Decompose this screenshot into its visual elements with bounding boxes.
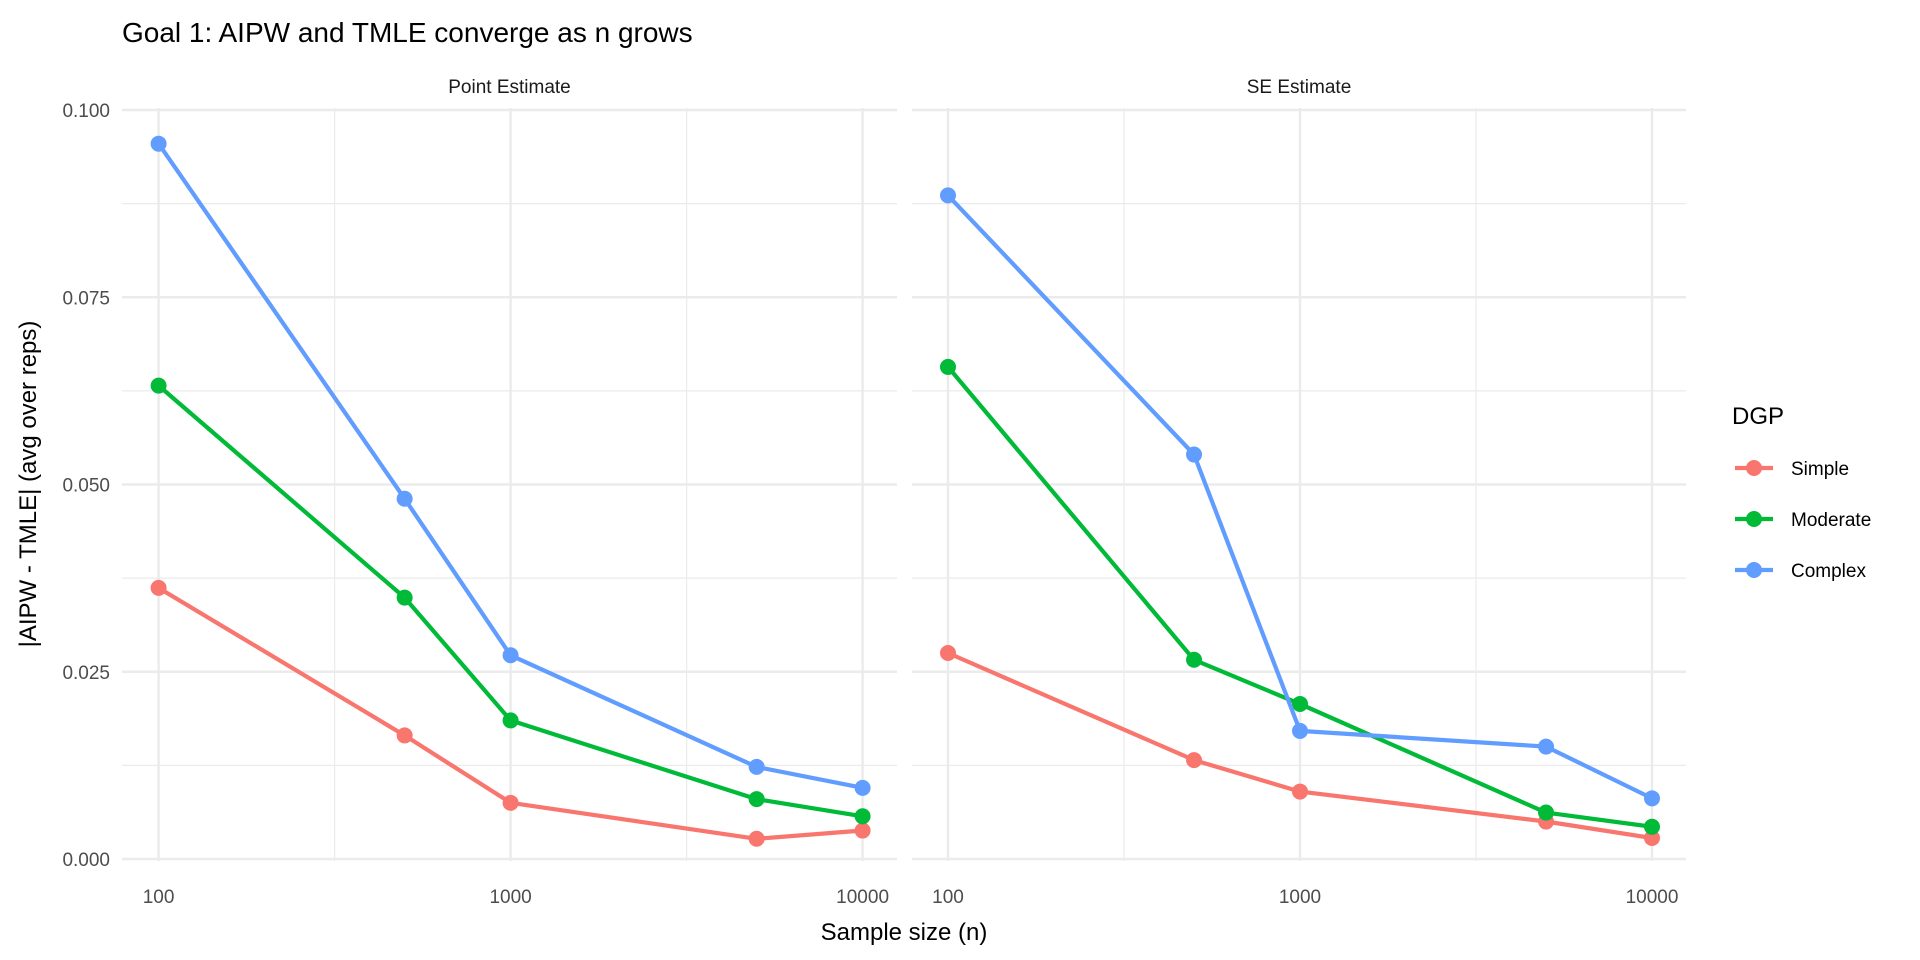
data-point-moderate — [502, 712, 519, 729]
data-point-complex — [396, 490, 413, 507]
data-point-complex — [150, 135, 167, 152]
data-point-moderate — [1292, 695, 1308, 712]
data-point-moderate — [748, 791, 765, 808]
facet-strip-label: SE Estimate — [1247, 77, 1352, 98]
data-point-moderate — [854, 808, 871, 825]
facet-panel-0: 0.000 0.025 0.050 0.075 0.100 100 1000 10000 Poi… — [62, 77, 897, 908]
facet-strip-label: Point Estimate — [448, 77, 571, 98]
data-point-simple — [1292, 783, 1308, 800]
data-point-complex — [1292, 722, 1308, 739]
data-point-moderate — [396, 589, 413, 606]
data-point-simple — [1186, 752, 1203, 769]
y-tick-label: 0.000 — [62, 850, 110, 871]
data-point-complex — [1186, 446, 1203, 463]
data-point-complex — [854, 779, 871, 796]
data-point-moderate — [1644, 818, 1660, 835]
x-tick-label: 10000 — [1626, 887, 1679, 908]
y-tick-label: 0.025 — [62, 663, 110, 684]
data-point-moderate — [150, 377, 167, 394]
y-axis-label: |AIPW - TMLE| (avg over reps) — [15, 321, 42, 648]
data-point-complex — [940, 187, 956, 204]
legend: DGP Simple Moderate Complex — [1732, 403, 1871, 582]
data-point-complex — [1644, 790, 1660, 807]
data-point-simple — [940, 645, 956, 662]
legend-item-moderate: Moderate — [1735, 510, 1871, 531]
legend-key-point — [1746, 562, 1762, 578]
legend-label: Simple — [1791, 459, 1849, 480]
legend-title: DGP — [1732, 403, 1784, 430]
data-point-moderate — [1186, 651, 1203, 668]
legend-key-point — [1746, 511, 1762, 527]
data-point-complex — [502, 647, 519, 664]
data-point-simple — [150, 579, 167, 596]
x-tick-label: 1000 — [1279, 887, 1321, 908]
legend-label: Moderate — [1791, 510, 1871, 531]
data-point-simple — [502, 794, 519, 811]
legend-key-point — [1746, 460, 1762, 476]
data-point-simple — [748, 830, 765, 847]
y-tick-label: 0.075 — [62, 288, 110, 309]
y-tick-label: 0.100 — [62, 101, 110, 122]
chart-title: Goal 1: AIPW and TMLE converge as n grow… — [122, 17, 693, 48]
legend-item-complex: Complex — [1735, 561, 1866, 582]
data-point-simple — [396, 727, 413, 744]
data-point-complex — [748, 758, 765, 775]
x-axis-label: Sample size (n) — [821, 919, 988, 946]
x-tick-label: 100 — [143, 887, 175, 908]
x-tick-label: 10000 — [836, 887, 889, 908]
legend-item-simple: Simple — [1735, 459, 1849, 480]
y-tick-label: 0.050 — [62, 476, 110, 497]
x-tick-label: 100 — [932, 887, 964, 908]
data-point-moderate — [1538, 804, 1555, 821]
data-point-complex — [1538, 738, 1555, 755]
data-point-simple — [1644, 830, 1660, 847]
data-point-moderate — [940, 358, 956, 375]
data-point-simple — [854, 822, 871, 839]
legend-label: Complex — [1791, 561, 1866, 582]
x-tick-label: 1000 — [489, 887, 531, 908]
facet-panel-1: 100 1000 10000 SE Estimate — [912, 77, 1686, 908]
